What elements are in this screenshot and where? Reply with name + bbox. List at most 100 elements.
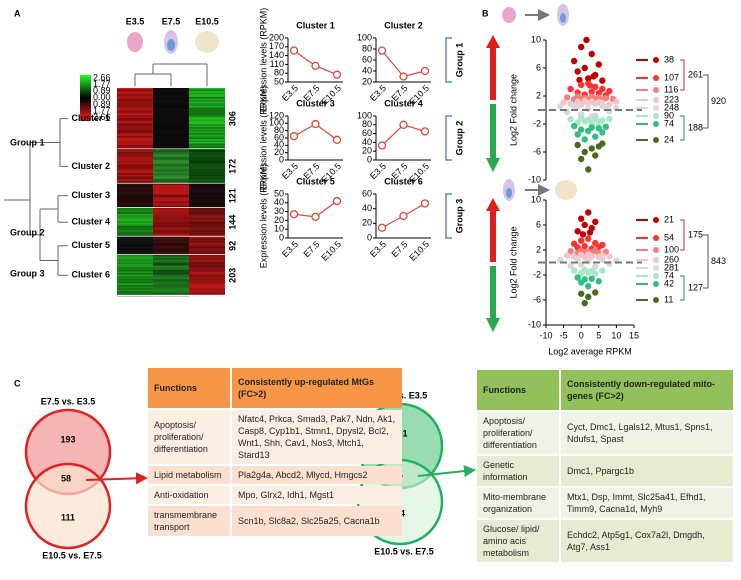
heatmap-texture: [153, 118, 189, 120]
point: [592, 83, 599, 91]
heatmap-texture: [189, 247, 225, 249]
color-key-label: 0.00: [93, 92, 111, 102]
marker: [377, 46, 387, 55]
heatmap-texture: [153, 194, 189, 196]
y-tick-label: 80: [274, 125, 284, 135]
marker: [420, 199, 430, 208]
heatmap-texture: [153, 224, 189, 226]
table-row: Mito-membrane organization Mtx1, Dsp, Imm…: [477, 488, 733, 518]
heatmap-texture: [153, 95, 189, 97]
heatmap-texture: [153, 128, 189, 130]
heatmap-texture: [153, 134, 189, 136]
heatmap-texture: [117, 165, 153, 168]
group-bracket: [445, 115, 452, 161]
heatmap-texture: [189, 170, 225, 172]
heatmap-texture: [153, 283, 189, 285]
heatmap-texture: [189, 134, 225, 136]
heatmap-texture: [117, 247, 153, 249]
heatmap-texture: [117, 291, 153, 293]
heatmap-texture: [189, 124, 225, 126]
point: [588, 50, 595, 58]
heatmap-texture: [189, 158, 225, 160]
y-tick-label: 60: [362, 188, 372, 198]
heatmap-texture: [189, 215, 225, 217]
color-key-label: 0.89: [93, 99, 111, 109]
heatmap-texture: [153, 266, 189, 268]
heatmap-texture: [117, 158, 153, 160]
heatmap-texture: [117, 89, 153, 91]
point: [581, 299, 588, 307]
heatmap-texture: [117, 140, 153, 142]
legend-label: 24: [664, 134, 674, 144]
heatmap-texture: [117, 176, 153, 178]
legend-label: 74: [664, 270, 674, 280]
point: [592, 270, 599, 277]
y-tick-label: -2: [533, 269, 541, 279]
heatmap-texture: [117, 216, 153, 219]
point: [560, 99, 567, 106]
heatmap-texture: [117, 98, 153, 100]
heatmap-texture: [117, 285, 153, 287]
heatmap-texture: [153, 221, 189, 223]
heatmap-texture: [117, 224, 153, 226]
heatmap-texture: [153, 204, 189, 207]
y-tick-label: 20: [362, 76, 372, 86]
heatmap-texture: [189, 245, 225, 248]
table-cell: Dmc1, Ppargc1b: [561, 456, 733, 486]
group-label: Group 1: [10, 137, 45, 147]
group-label: Group 3: [454, 199, 464, 234]
color-key-label: 2.66: [93, 72, 111, 82]
table-row: Apoptosis/ proliferation/ differentiatio…: [148, 410, 402, 464]
venn-count: 111: [61, 512, 75, 522]
heatmap-texture: [189, 210, 225, 213]
heatmap-texture: [117, 253, 153, 255]
legend-dot: [653, 265, 659, 271]
heatmap-texture: [153, 256, 189, 258]
heatmap-texture: [153, 119, 189, 121]
cluster-size: 172: [227, 159, 237, 174]
heatmap-texture: [189, 98, 225, 100]
heatmap-texture: [117, 100, 153, 102]
y-tick-label: 40: [362, 137, 372, 147]
heatmap-texture: [189, 239, 225, 242]
heatmap-texture: [153, 88, 189, 90]
heatmap-texture: [189, 168, 225, 171]
heatmap-texture: [153, 241, 189, 243]
group-label: Group 3: [10, 268, 45, 278]
heatmap-texture: [153, 203, 189, 205]
heatmap-texture: [117, 267, 153, 269]
heatmap-texture: [189, 153, 225, 156]
point: [581, 276, 588, 283]
table-row: Lipid metabolism Pla2g4a, Abcd2, Mlycd, H…: [148, 466, 402, 484]
heatmap-texture: [189, 271, 225, 273]
total-label: 843: [711, 256, 726, 266]
heatmap-texture: [189, 204, 225, 207]
heatmap-texture: [189, 100, 225, 102]
heatmap-texture: [117, 170, 153, 172]
heatmap-texture: [153, 139, 189, 141]
heatmap-texture: [189, 274, 225, 276]
heatmap-texture: [189, 155, 225, 157]
heatmap-texture: [117, 230, 153, 232]
heatmap-texture: [117, 143, 153, 145]
chart-title: Cluster 1: [296, 20, 335, 30]
y-tick-label: 30: [274, 206, 284, 216]
heatmap-texture: [153, 239, 189, 242]
heatmap-texture: [117, 245, 153, 248]
heatmap-texture: [117, 119, 153, 121]
heatmap-texture: [117, 194, 153, 196]
heatmap-texture: [189, 231, 225, 234]
y-tick-label: 6: [536, 219, 541, 229]
heatmap-texture: [189, 218, 225, 220]
heatmap-texture: [189, 165, 225, 168]
heatmap-texture: [153, 270, 189, 272]
heatmap-texture: [189, 268, 225, 270]
table-cell: Nfatc4, Prkca, Smad3, Pak7, Ndn, Ak1, Ca…: [232, 410, 402, 464]
legend-dot: [653, 281, 659, 287]
heatmap-texture: [117, 227, 153, 229]
bracket: [680, 275, 685, 301]
heatmap-texture: [153, 267, 189, 269]
heatmap-texture: [153, 245, 189, 248]
point: [567, 262, 574, 269]
point: [602, 94, 610, 102]
